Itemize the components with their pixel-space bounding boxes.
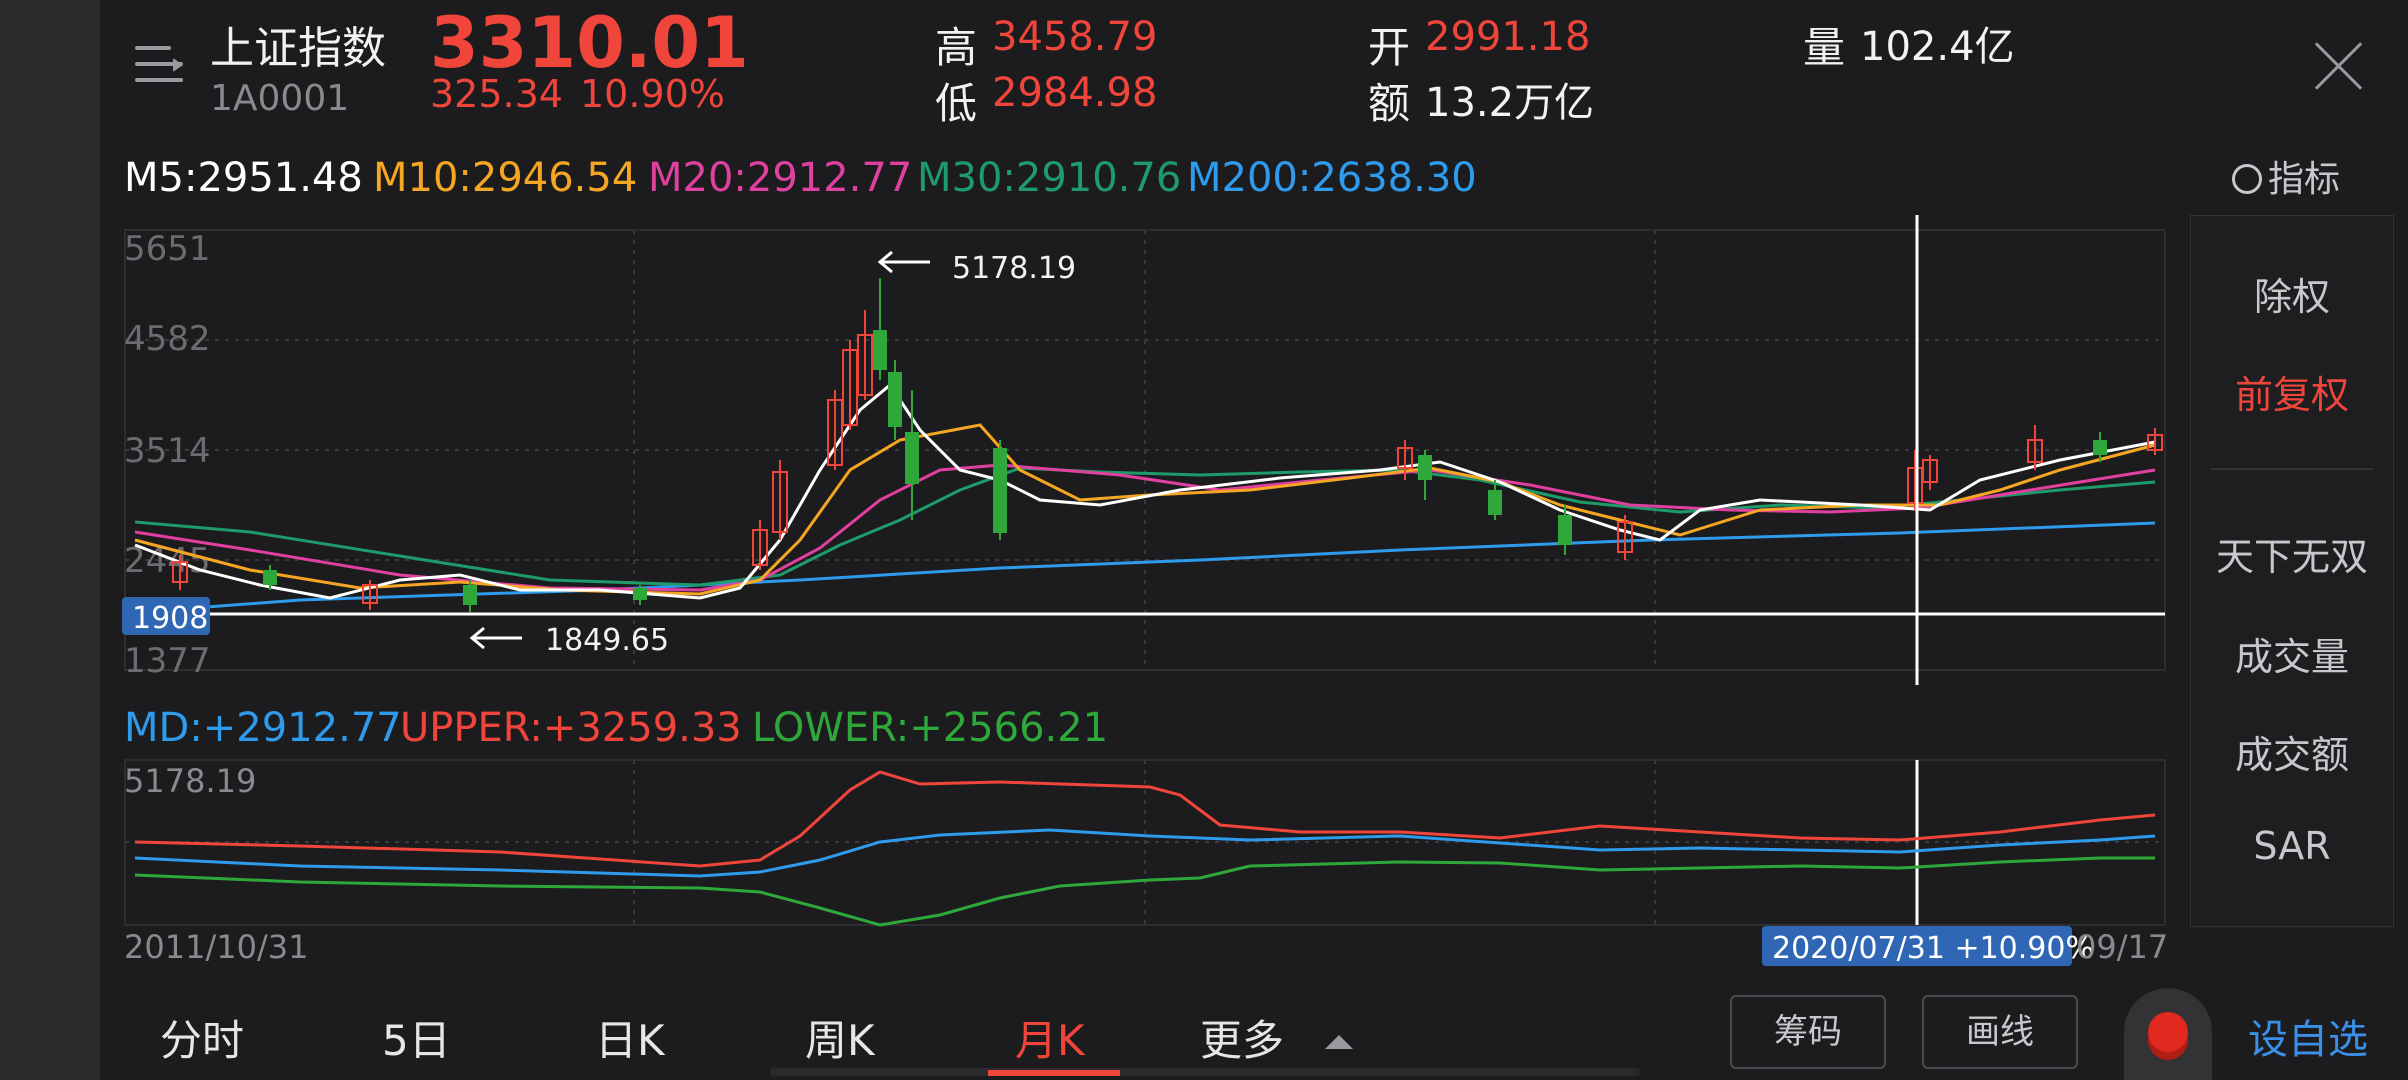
tab-more-label: 更多 [1200,1016,1285,1065]
index-name: 上证指数 [210,23,386,74]
candle [1907,467,1923,504]
open-value: 2991.18 [1425,14,1591,60]
high-label: 高 [935,23,978,72]
candle [1488,490,1502,515]
candle [263,570,277,585]
tab-weekly-k[interactable]: 周K [805,1016,875,1065]
volume-label: 量 [1803,23,1846,72]
min-label: 1849.65 [545,623,669,658]
y-tick-3514: 3514 [124,431,211,471]
index-code: 1A0001 [210,78,350,119]
assistant-icon [2148,1012,2188,1052]
candle [1397,447,1413,469]
chips-button[interactable]: 筹码 [1730,995,1886,1069]
price-change: 325.34 [430,72,563,116]
candle [2147,434,2163,451]
forward-adjust-option[interactable]: 前复权 [2234,373,2349,417]
boll-md-label: MD:+2912.77 [124,705,402,751]
candle [463,585,477,605]
ma5-label: M5:2951.48 [124,155,363,201]
candle [888,372,902,427]
candle [1418,455,1432,480]
ma20-line [134,463,2156,592]
candle [873,330,887,370]
turnover-option[interactable]: 成交额 [2234,733,2349,777]
candle [993,448,1007,533]
boll-top-label: 5178.19 [124,762,256,800]
floating-assistant[interactable] [2124,988,2212,1080]
open-label: 开 [1368,23,1411,72]
low-label: 低 [935,79,978,128]
amount-value: 13.2万亿 [1425,80,1595,126]
tab-intraday[interactable]: 分时 [160,1016,245,1065]
start-date: 2011/10/31 [124,928,308,966]
ma20-label: M20:2912.77 [648,155,913,201]
volume-option[interactable]: 成交量 [2234,635,2349,679]
indicator-panel: 除权 前复权 天下无双 成交量 成交额 SAR [2190,215,2394,927]
price-change-pct: 10.90% [580,72,725,116]
ma5-line [134,382,2156,600]
candle [772,471,788,533]
boll-upper-label: UPPER:+3259.33 [400,705,742,751]
indicator-button[interactable]: 指标 [2232,150,2340,202]
candle [2027,439,2043,463]
y-tick-1377: 1377 [124,641,211,681]
candle [827,399,843,466]
cursor-value: 1908 [132,601,208,636]
cursor-value-badge [122,597,210,635]
volume-value: 102.4亿 [1860,24,2015,70]
caret-up-icon [1325,1035,1354,1049]
amount-label: 额 [1368,79,1411,128]
boll-upper-line [134,770,2156,868]
menu-icon[interactable] [135,40,185,90]
ma200-label: M200:2638.30 [1187,155,1477,201]
cursor-date: 2020/07/31 +10.90% [1772,931,2094,966]
ma200-line [139,521,2156,614]
tab-5day[interactable]: 5日 [382,1016,451,1065]
end-date: 09/17 [2076,928,2168,966]
high-value: 3458.79 [992,14,1158,60]
candle [842,349,858,426]
add-to-watchlist-button[interactable]: 设自选 [2248,1017,2368,1063]
ex-rights-option[interactable]: 除权 [2253,275,2330,319]
current-price: 3310.01 [430,2,749,84]
quote-header [100,0,2408,135]
y-tick-5651: 5651 [124,229,211,269]
draw-line-button[interactable]: 画线 [1922,995,2078,1069]
candle [1922,459,1938,483]
active-tab-indicator [988,1070,1120,1076]
tab-monthly-k[interactable]: 月K [1015,1016,1085,1065]
candle [633,588,647,600]
panel-divider [2211,468,2373,470]
candle [172,561,188,583]
candle [905,432,919,484]
sar-option[interactable]: SAR [2253,824,2331,868]
candle [2093,440,2107,455]
gauge-icon [2232,164,2262,194]
tab-daily-k[interactable]: 日K [595,1016,665,1065]
ma30-line [134,466,2156,587]
max-label: 5178.19 [952,251,1076,286]
left-edge-strip [0,0,100,1080]
candle [1558,515,1572,545]
boll-lower-line [134,856,2155,927]
low-value: 2984.98 [992,70,1158,116]
ma30-label: M30:2910.76 [917,155,1182,201]
indicator-label: 指标 [2268,159,2341,200]
boll-lower-label: LOWER:+2566.21 [752,705,1109,751]
candle [1617,521,1633,553]
y-tick-4582: 4582 [124,319,211,359]
candle [362,584,378,604]
candle [752,529,768,566]
ma10-label: M10:2946.54 [373,155,638,201]
tab-more[interactable]: 更多 [1200,1007,1354,1068]
boll-md-line [134,828,2156,878]
custom-indicator-option[interactable]: 天下无双 [2215,535,2368,579]
tab-scroll-track [770,1068,1640,1076]
cursor-date-badge [1762,926,2072,966]
